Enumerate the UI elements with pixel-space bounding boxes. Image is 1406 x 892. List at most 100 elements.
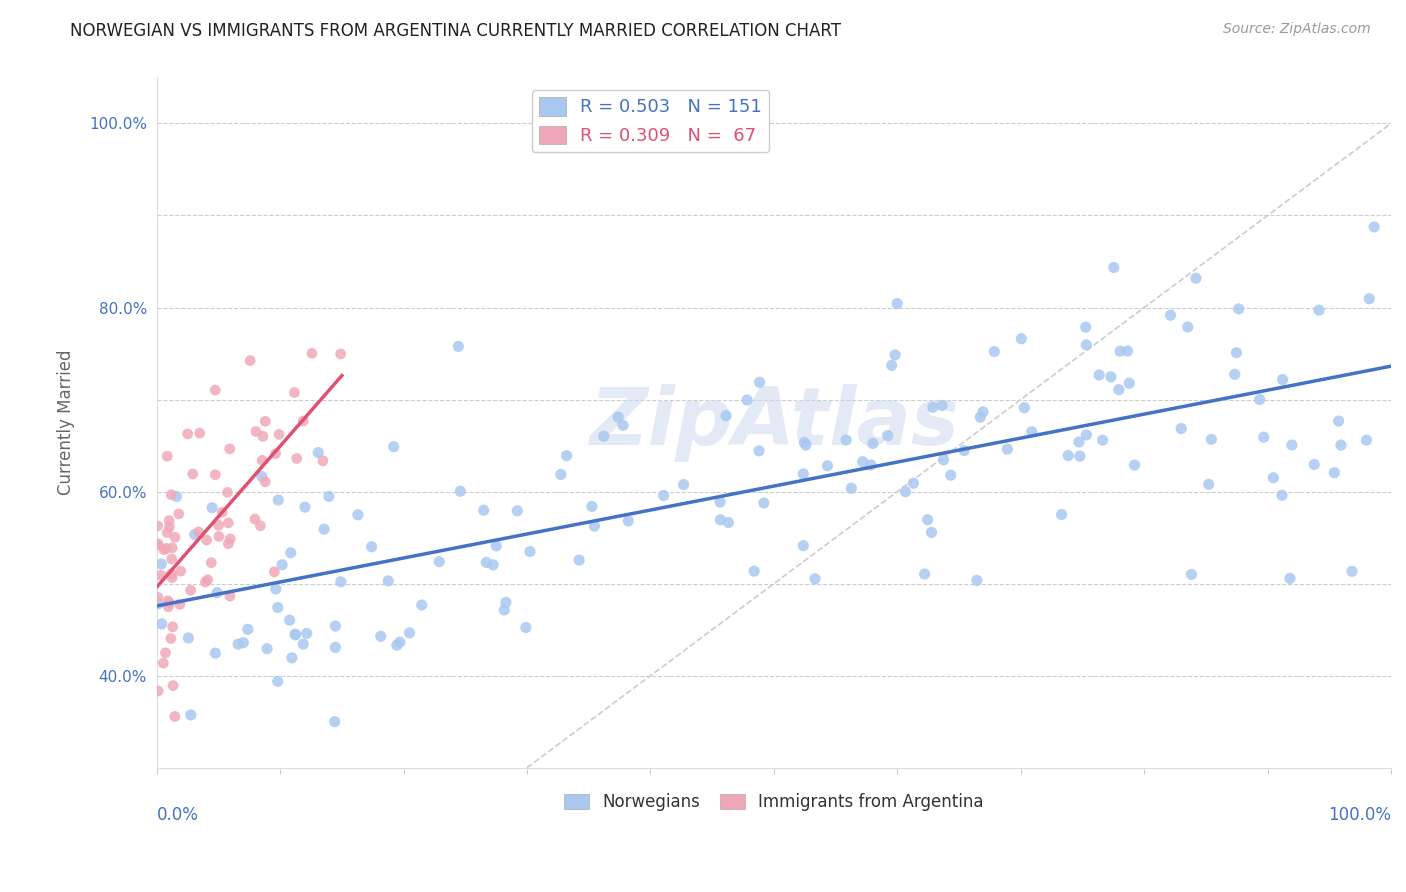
- Point: [1050, 508, 1073, 522]
- Point: [1076, 428, 1098, 442]
- Point: [160, 566, 183, 581]
- Point: [550, 467, 572, 482]
- Point: [218, 442, 240, 456]
- Point: [152, 542, 174, 557]
- Point: [519, 544, 541, 558]
- Point: [267, 600, 290, 615]
- Point: [1198, 477, 1220, 491]
- Point: [1170, 421, 1192, 435]
- Point: [329, 347, 352, 361]
- Point: [1185, 271, 1208, 285]
- Point: [581, 500, 603, 514]
- Point: [162, 679, 184, 693]
- Point: [1159, 308, 1181, 322]
- Point: [1177, 320, 1199, 334]
- Point: [264, 447, 287, 461]
- Point: [252, 453, 274, 467]
- Point: [1088, 368, 1111, 382]
- Point: [150, 568, 173, 582]
- Point: [150, 617, 173, 632]
- Point: [177, 631, 200, 645]
- Point: [152, 656, 174, 670]
- Point: [1014, 401, 1036, 415]
- Point: [506, 504, 529, 518]
- Point: [1123, 458, 1146, 472]
- Point: [1076, 338, 1098, 352]
- Point: [742, 564, 765, 578]
- Point: [146, 684, 169, 698]
- Point: [1330, 438, 1353, 452]
- Point: [207, 518, 229, 533]
- Point: [1358, 292, 1381, 306]
- Point: [146, 591, 169, 605]
- Point: [921, 401, 943, 415]
- Point: [163, 709, 186, 723]
- Point: [382, 440, 405, 454]
- Point: [1263, 471, 1285, 485]
- Point: [217, 485, 239, 500]
- Point: [284, 628, 307, 642]
- Point: [1116, 344, 1139, 359]
- Point: [295, 626, 318, 640]
- Point: [672, 477, 695, 491]
- Point: [278, 613, 301, 627]
- Point: [232, 635, 254, 649]
- Point: [200, 556, 222, 570]
- Point: [284, 627, 307, 641]
- Point: [385, 638, 408, 652]
- Point: [1109, 344, 1132, 359]
- Point: [884, 348, 907, 362]
- Point: [1323, 466, 1346, 480]
- Point: [1021, 425, 1043, 439]
- Point: [219, 532, 242, 546]
- Point: [1303, 458, 1326, 472]
- Point: [254, 475, 277, 489]
- Text: Source: ZipAtlas.com: Source: ZipAtlas.com: [1223, 22, 1371, 37]
- Point: [932, 452, 955, 467]
- Point: [204, 467, 226, 482]
- Point: [983, 344, 1005, 359]
- Point: [281, 651, 304, 665]
- Point: [211, 505, 233, 519]
- Point: [1278, 571, 1301, 585]
- Point: [256, 641, 278, 656]
- Point: [804, 572, 827, 586]
- Point: [263, 565, 285, 579]
- Point: [323, 714, 346, 729]
- Point: [427, 555, 450, 569]
- Point: [292, 637, 315, 651]
- Point: [921, 525, 943, 540]
- Point: [1341, 564, 1364, 578]
- Point: [301, 346, 323, 360]
- Point: [709, 513, 731, 527]
- Point: [792, 467, 814, 481]
- Point: [1057, 449, 1080, 463]
- Y-axis label: Currently Married: Currently Married: [58, 350, 75, 495]
- Point: [217, 516, 239, 530]
- Point: [411, 598, 433, 612]
- Point: [150, 557, 173, 571]
- Point: [495, 595, 517, 609]
- Point: [953, 443, 976, 458]
- Point: [792, 539, 814, 553]
- Point: [285, 451, 308, 466]
- Point: [155, 541, 177, 556]
- Point: [283, 385, 305, 400]
- Point: [226, 637, 249, 651]
- Point: [1099, 369, 1122, 384]
- Point: [312, 454, 335, 468]
- Point: [160, 632, 183, 646]
- Point: [903, 476, 925, 491]
- Point: [160, 488, 183, 502]
- Point: [880, 359, 903, 373]
- Point: [314, 522, 336, 536]
- Point: [370, 629, 392, 643]
- Point: [555, 449, 578, 463]
- Point: [167, 507, 190, 521]
- Point: [307, 445, 329, 459]
- Point: [748, 376, 770, 390]
- Point: [652, 488, 675, 502]
- Point: [617, 514, 640, 528]
- Point: [146, 538, 169, 552]
- Point: [1223, 368, 1246, 382]
